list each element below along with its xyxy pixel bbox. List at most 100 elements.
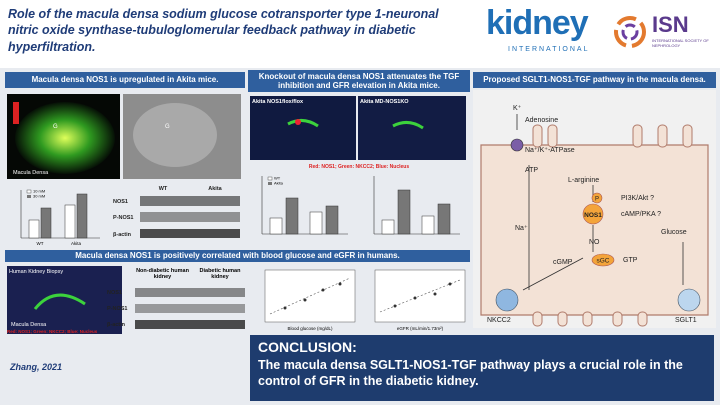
shape <box>26 189 32 194</box>
image <box>358 96 466 160</box>
legend: 10 mM <box>33 189 45 194</box>
shape <box>267 176 273 181</box>
legend: 30 mM <box>33 194 45 199</box>
blot-group: Non-diabetic human kidney <box>136 268 189 280</box>
label: NKCC2 <box>487 317 511 324</box>
shape <box>532 124 543 148</box>
label: Na⁺/K⁺-ATPase <box>525 147 575 154</box>
shape <box>27 195 31 198</box>
blot-row: P-NOS1 <box>113 215 133 221</box>
shape <box>557 311 568 327</box>
label: PI3K/Akt ? <box>621 195 654 202</box>
axis-label: Blood glucose (mg/dL) <box>287 326 333 331</box>
panel-heading: Proposed SGLT1-NOS1-TGF pathway in the m… <box>473 72 716 88</box>
shape <box>135 288 245 297</box>
label: cGMP <box>553 259 573 266</box>
shape <box>632 124 643 148</box>
legend: Akita <box>274 181 284 186</box>
blot-group: WT <box>159 186 168 192</box>
shape <box>264 269 356 323</box>
shape <box>338 282 342 286</box>
panel-heading: Macula densa NOS1 is upregulated in Akit… <box>5 72 245 88</box>
shape <box>269 217 283 235</box>
fluor-signal <box>15 102 115 174</box>
shape <box>309 211 323 235</box>
bar <box>64 204 76 239</box>
axis-label: eGFR (mL/min/1.73m²) <box>397 326 444 331</box>
shape <box>285 197 299 235</box>
shape <box>547 124 558 148</box>
atpase <box>510 138 524 152</box>
shape <box>321 288 325 292</box>
shape <box>532 311 543 327</box>
shape <box>393 304 397 308</box>
shape <box>591 253 615 267</box>
label: Macula Densa <box>13 170 49 176</box>
shape <box>582 203 604 225</box>
shape <box>295 119 301 125</box>
pathway-diagram: K⁺ Adenosine Na⁺/K⁺-ATPase ATP L-arginin… <box>473 90 716 328</box>
panel-2: Akita NOS1flox/flox Akita MD-NOS1KO Red:… <box>250 96 466 235</box>
label: K⁺ <box>513 105 522 112</box>
label: L-arginine <box>568 177 599 184</box>
shape <box>437 203 451 235</box>
shape <box>269 277 351 315</box>
label: Macula Densa <box>11 322 47 328</box>
shape <box>591 192 603 204</box>
label: Adenosine <box>525 117 558 124</box>
shape <box>495 288 519 312</box>
shape <box>522 257 584 291</box>
author: Zhang, 2021 <box>10 362 63 372</box>
label: NO <box>589 239 600 246</box>
blot-band <box>140 196 240 206</box>
conclusion-title: CONCLUSION: <box>258 339 357 355</box>
label: ATP <box>525 167 538 174</box>
shape <box>614 16 646 48</box>
shape <box>433 292 437 296</box>
bar <box>76 193 88 239</box>
shape <box>413 296 417 300</box>
blot-row: NOS1 <box>107 290 122 296</box>
shape <box>325 205 339 235</box>
blot-row: NOS1 <box>113 199 128 205</box>
shape <box>637 311 648 327</box>
group: WT <box>37 241 44 246</box>
label: cAMP/PKA ? <box>621 211 661 218</box>
image-title: Human Kidney Biopsy <box>9 269 63 275</box>
society: ISN <box>652 12 689 37</box>
legend: WT <box>274 176 281 181</box>
shape <box>287 119 319 128</box>
shape <box>448 282 452 286</box>
glomerulus <box>133 103 217 167</box>
panel-heading: Knockout of macula densa NOS1 attenuates… <box>248 70 470 92</box>
shape <box>397 189 411 235</box>
shape <box>621 23 639 41</box>
conclusion-box: CONCLUSION: The macula densa SGLT1-NOS1-… <box>250 335 714 401</box>
image <box>7 266 122 334</box>
shape: Non-diabetic human kidney <box>136 268 189 280</box>
bar <box>28 219 40 239</box>
shape <box>283 282 452 310</box>
shape <box>532 124 693 327</box>
society-sub: INTERNATIONAL SOCIETY OF NEPHROLOGY <box>652 38 709 48</box>
image-title: Akita MD-NOS1KO <box>360 99 409 105</box>
shape <box>33 293 86 310</box>
shape <box>392 121 424 130</box>
blot-row: P-NOS1 <box>107 306 127 312</box>
shape <box>421 215 435 235</box>
panel-4: Human Kidney Biopsy Macula Densa Red: NO… <box>7 266 466 334</box>
stain-note: Red: NOS1; Green: NKCC2; Blue: Nucleus <box>309 164 410 170</box>
shape <box>582 311 593 327</box>
label: P <box>595 197 599 203</box>
label: G <box>165 124 170 130</box>
shape: K⁺ Adenosine Na⁺/K⁺-ATPase ATP L-arginin… <box>487 105 697 324</box>
label: Na⁺ <box>515 225 528 232</box>
bar <box>40 207 52 239</box>
label: Glucose <box>661 229 687 236</box>
header-band <box>0 0 720 68</box>
shape <box>283 306 287 310</box>
stain-note: Red: NOS1; Green: NKCC2; Blue: Nucleus <box>7 329 98 334</box>
journal-sub: INTERNATIONAL <box>508 46 590 53</box>
shape <box>381 219 395 235</box>
